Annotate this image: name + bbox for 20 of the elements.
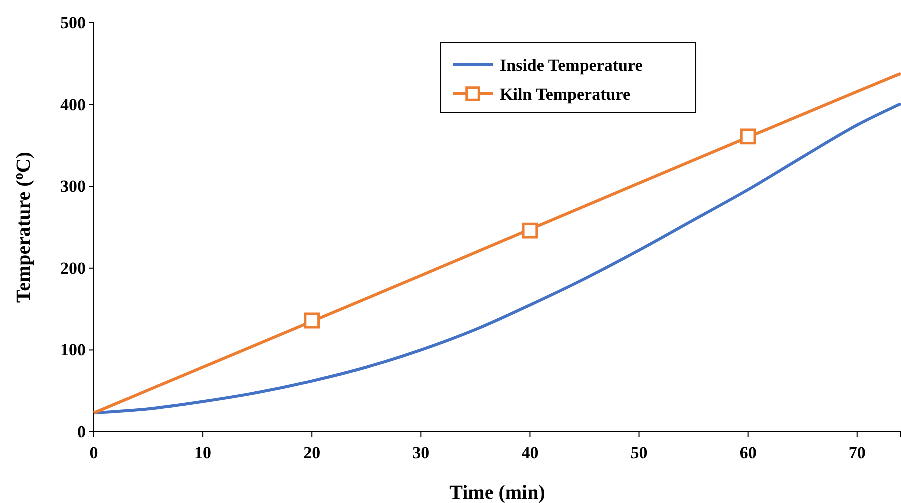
y-tick-label: 300 <box>60 177 86 196</box>
y-tick-label: 200 <box>60 258 86 278</box>
x-tick-label: 20 <box>304 444 321 463</box>
point <box>304 312 320 329</box>
y-tick-label: 100 <box>60 340 86 360</box>
x-tick-label: 10 <box>194 444 212 463</box>
x-tick-label: 70 <box>848 444 866 463</box>
x-tick-label: 30 <box>412 444 430 463</box>
x-tick-label: 60 <box>740 444 757 463</box>
point <box>740 128 756 145</box>
y-tick-label: 400 <box>60 95 86 114</box>
y-tick-label: 500 <box>60 13 86 32</box>
point <box>522 222 538 239</box>
y-tick-label: 0 <box>78 422 86 442</box>
x-tick-label: 50 <box>630 444 648 463</box>
x-tick-label: 0 <box>90 444 98 463</box>
x-axis-title: Time (min) <box>450 482 546 503</box>
x-tick-label: 40 <box>522 444 539 463</box>
legend-label: Kiln Temperature <box>500 84 631 104</box>
legend-label: Inside Temperature <box>500 56 644 75</box>
